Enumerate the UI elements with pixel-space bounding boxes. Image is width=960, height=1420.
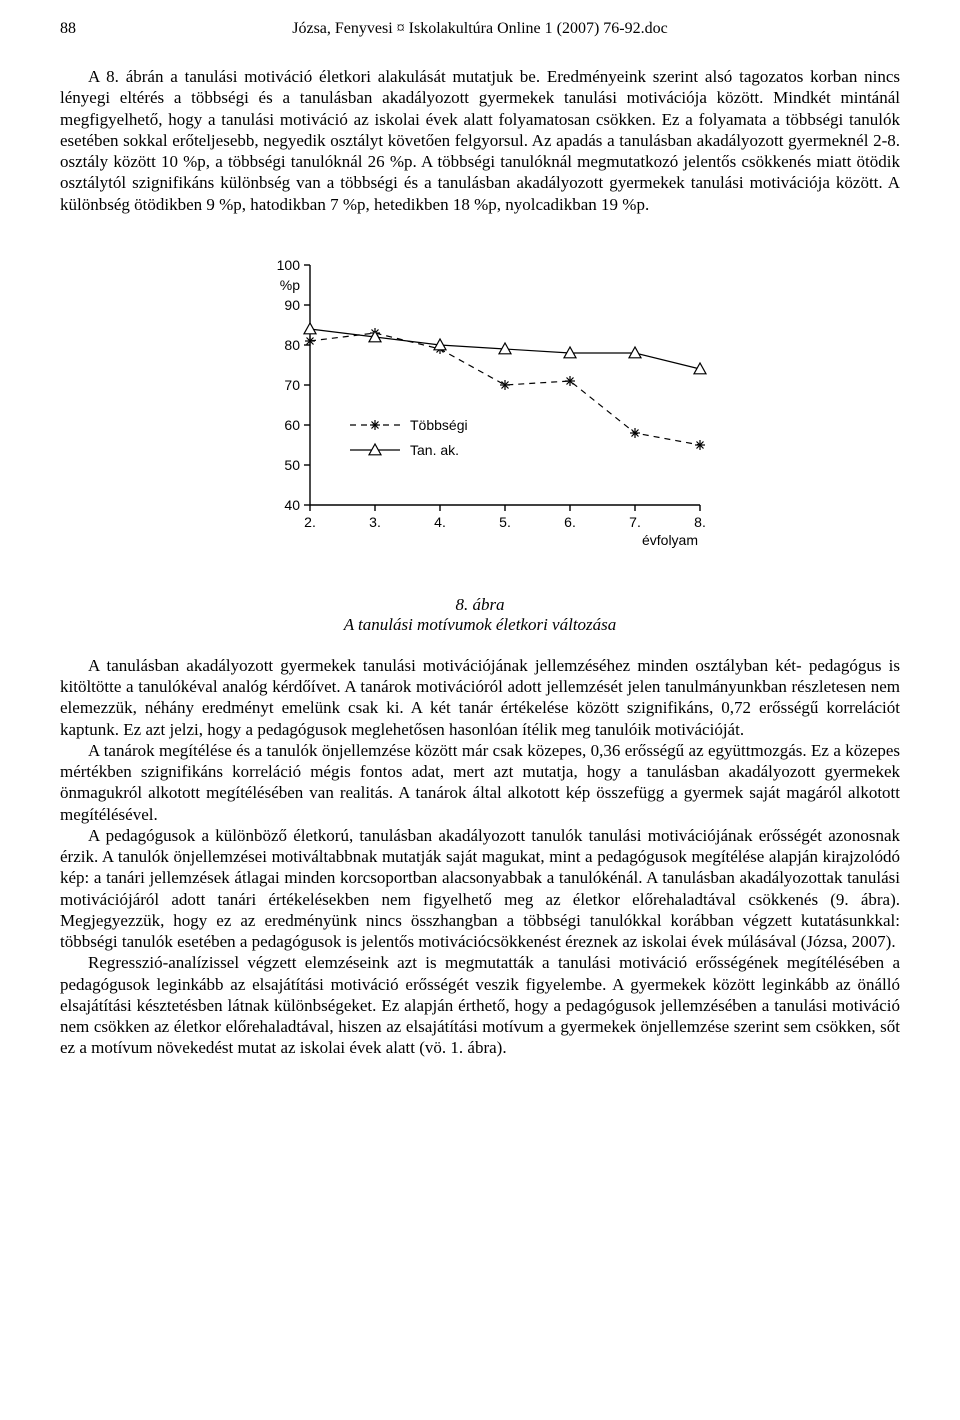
svg-text:4.: 4. <box>434 514 446 530</box>
svg-text:5.: 5. <box>499 514 511 530</box>
body-block-1: A 8. ábrán a tanulási motiváció életkori… <box>60 66 900 215</box>
svg-text:50: 50 <box>284 457 300 473</box>
svg-text:3.: 3. <box>369 514 381 530</box>
running-title: Józsa, Fenyvesi ¤ Iskolakultúra Online 1… <box>76 20 884 38</box>
page-number: 88 <box>60 20 76 38</box>
svg-text:70: 70 <box>284 377 300 393</box>
figure-caption: 8. ábra A tanulási motívumok életkori vá… <box>60 595 900 635</box>
svg-text:%p: %p <box>280 277 300 293</box>
svg-text:80: 80 <box>284 337 300 353</box>
svg-text:40: 40 <box>284 497 300 513</box>
svg-text:Többségi: Többségi <box>410 417 468 433</box>
svg-text:90: 90 <box>284 297 300 313</box>
svg-text:Tan. ak.: Tan. ak. <box>410 442 459 458</box>
running-header: 88 Józsa, Fenyvesi ¤ Iskolakultúra Onlin… <box>60 20 900 38</box>
figure-title: A tanulási motívumok életkori változása <box>60 615 900 635</box>
page: 88 Józsa, Fenyvesi ¤ Iskolakultúra Onlin… <box>0 0 960 1099</box>
svg-text:évfolyam: évfolyam <box>642 532 698 548</box>
svg-text:8.: 8. <box>694 514 706 530</box>
paragraph-3: A tanárok megítélése és a tanulók önjell… <box>60 740 900 825</box>
paragraph-1: A 8. ábrán a tanulási motiváció életkori… <box>60 66 900 215</box>
paragraph-4: A pedagógusok a különböző életkorú, tanu… <box>60 825 900 953</box>
figure-number: 8. ábra <box>60 595 900 615</box>
svg-text:100: 100 <box>277 257 301 273</box>
svg-text:6.: 6. <box>564 514 576 530</box>
figure-8: 40 50 60 70 80 90 100 %p 2. 3. 4. 5. 6. 7. 8. évfolyam T… <box>240 255 720 555</box>
paragraph-2: A tanulásban akadályozott gyermekek tanu… <box>60 655 900 740</box>
paragraph-5: Regresszió-analízissel végzett elemzései… <box>60 952 900 1058</box>
body-block-2: A tanulásban akadályozott gyermekek tanu… <box>60 655 900 1059</box>
svg-text:7.: 7. <box>629 514 641 530</box>
svg-text:2.: 2. <box>304 514 316 530</box>
svg-text:60: 60 <box>284 417 300 433</box>
chart-svg: 40 50 60 70 80 90 100 %p 2. 3. 4. 5. 6. 7. 8. évfolyam T… <box>240 255 720 555</box>
